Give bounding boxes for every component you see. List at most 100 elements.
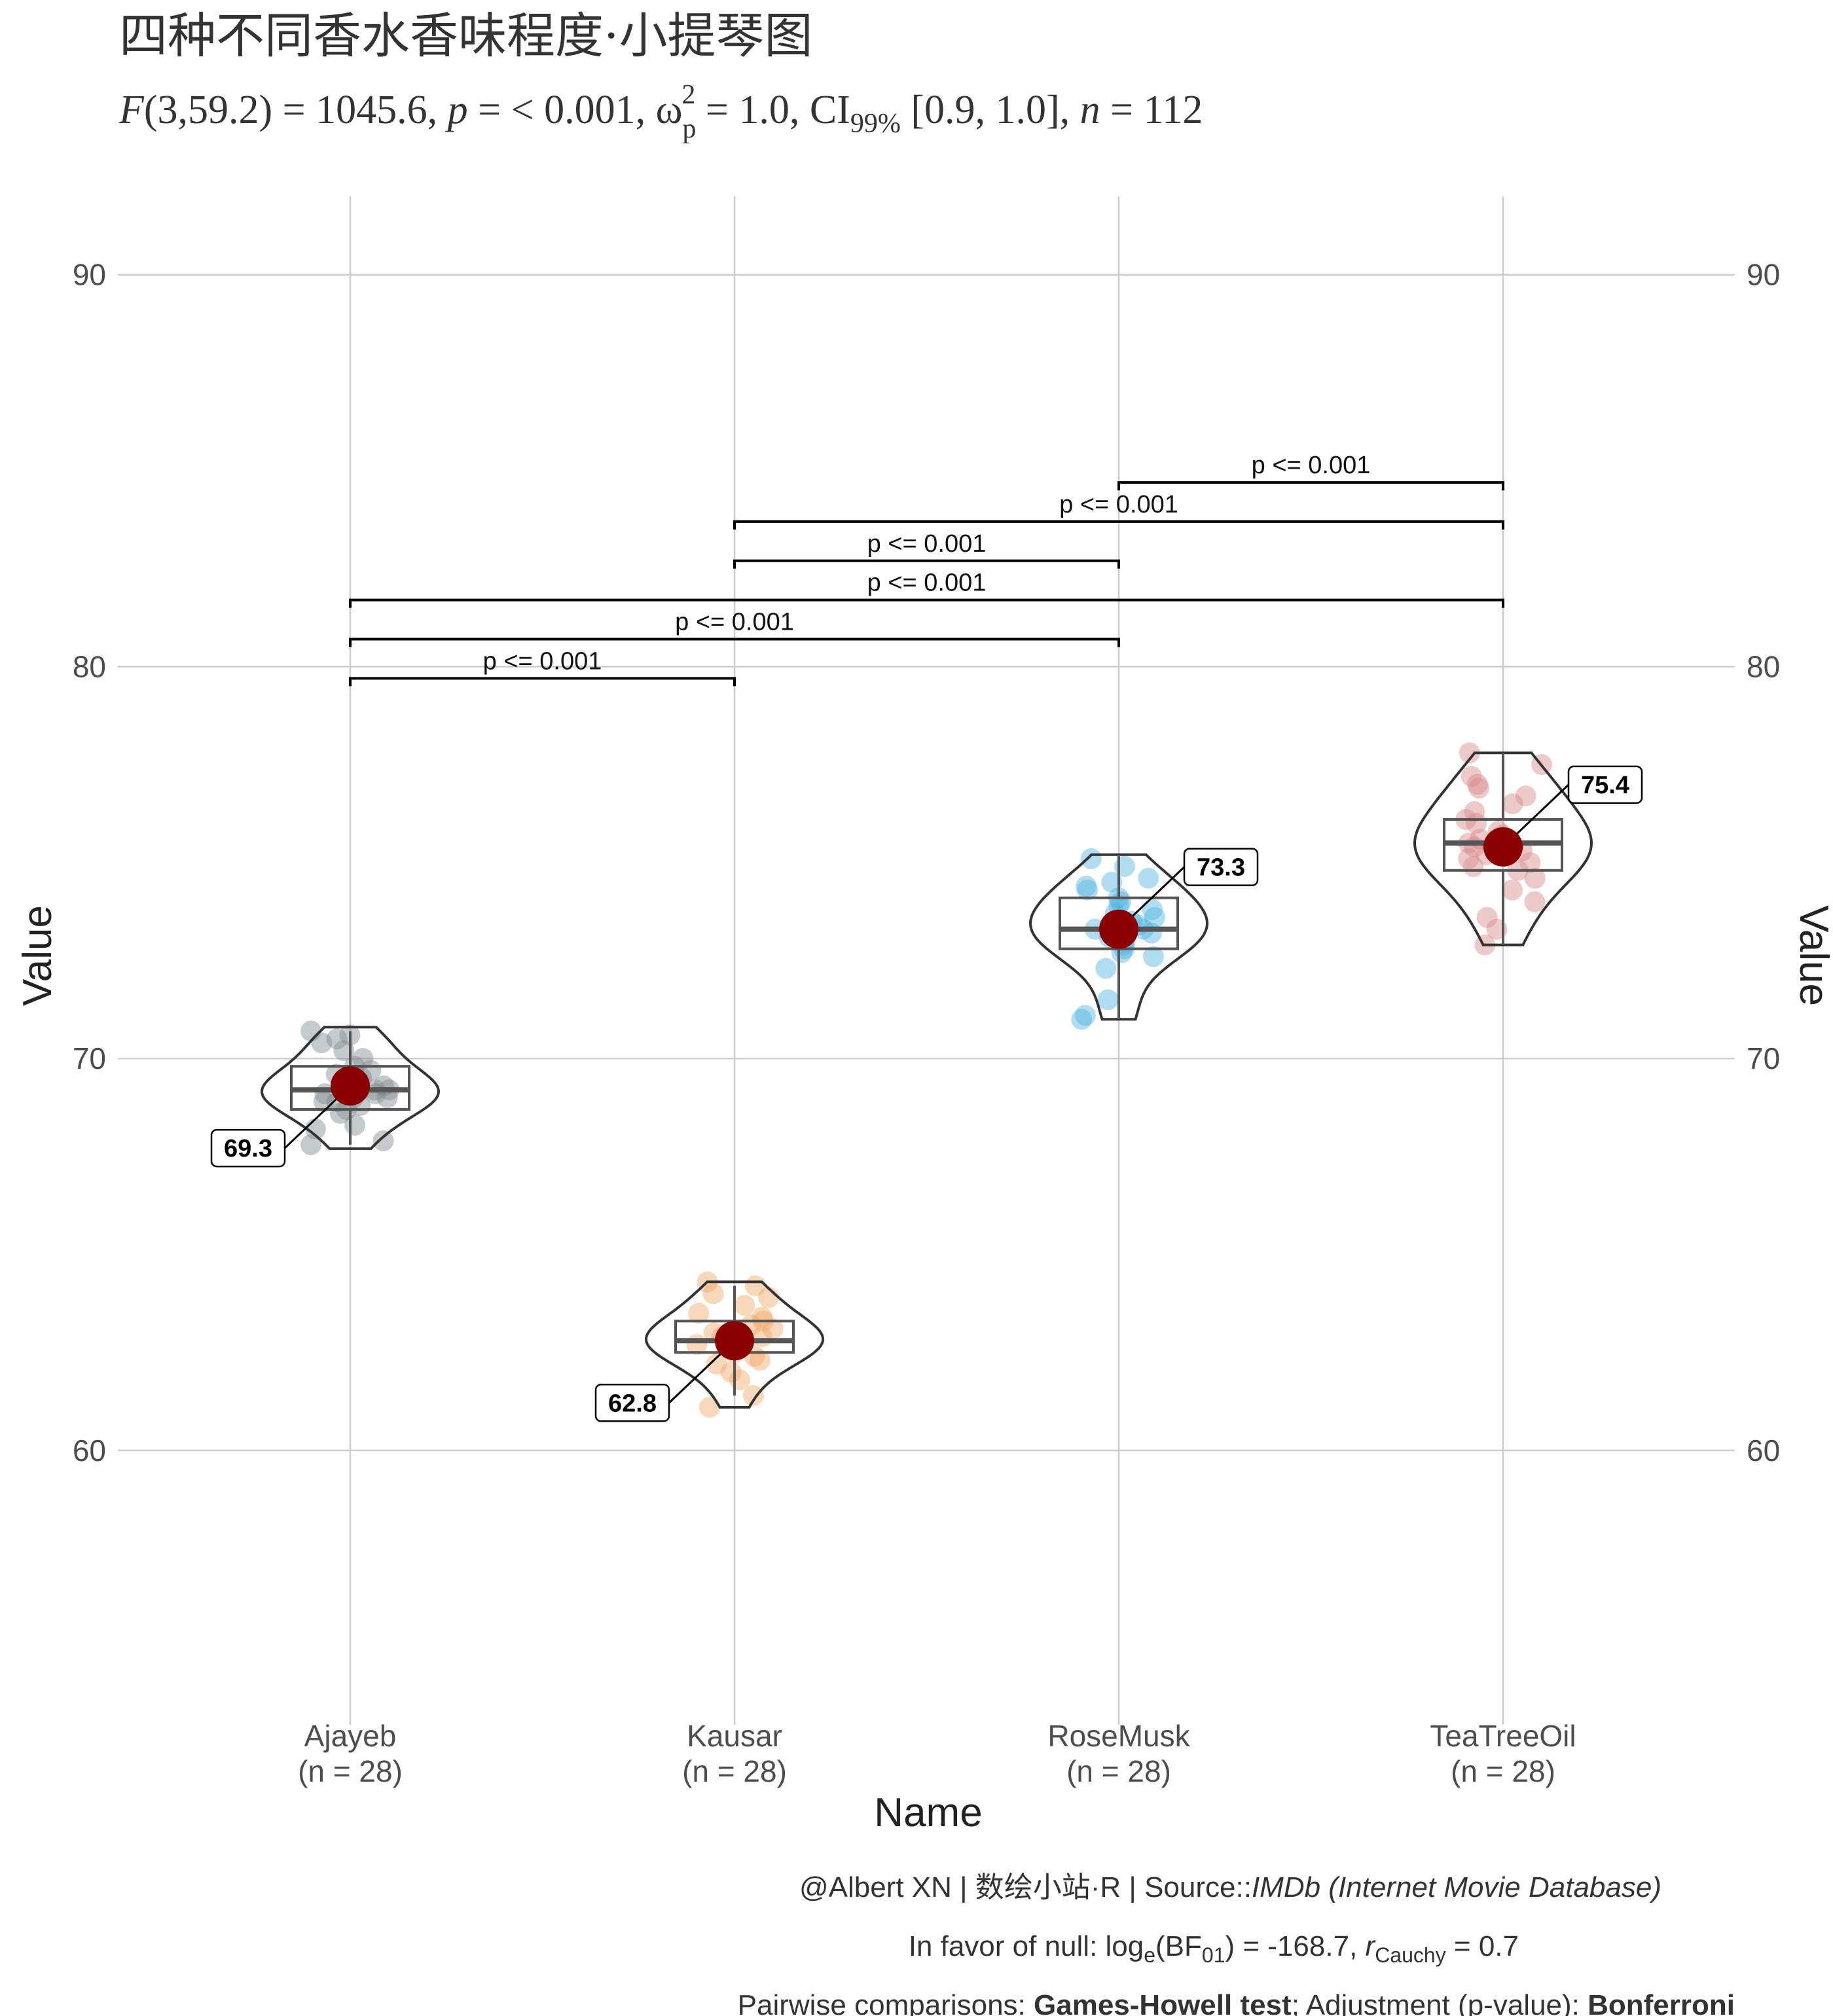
x-tick-n-rosemusk: (n = 28) <box>1066 1754 1171 1788</box>
mean-label-kausar: 62.8 <box>608 1390 657 1417</box>
point-ajayeb-24 <box>311 1032 333 1054</box>
y-tick-right-80: 80 <box>1747 649 1780 683</box>
point-ajayeb-25 <box>326 1028 348 1050</box>
y-axis-title-left: Value <box>15 905 60 1006</box>
mean-point-ajayeb <box>331 1066 370 1106</box>
point-ajayeb-4 <box>329 1103 351 1124</box>
point-teatreeoil-3 <box>1524 891 1546 912</box>
point-teatreeoil-4 <box>1502 879 1523 901</box>
bracket-label-kausar-teatreeoil: p <= 0.001 <box>1059 491 1178 518</box>
mean-point-teatreeoil <box>1483 827 1523 867</box>
x-tick-ajayeb: Ajayeb <box>304 1719 397 1753</box>
caption-bayes-sub-e: e <box>1144 1943 1155 1967</box>
bracket-ajayeb-rosemusk <box>349 638 1120 647</box>
caption-bayes-log: In favor of null: log <box>909 1930 1144 1962</box>
subtitle-n: n <box>1080 88 1100 132</box>
violin-ajayeb <box>260 1026 441 1150</box>
caption-bayes-sub-01: 01 <box>1202 1943 1225 1967</box>
subtitle-ci-value: [0.9, 1.0], <box>901 88 1080 132</box>
x-tick-kausar: Kausar <box>687 1719 782 1753</box>
mean-label-teatreeoil: 75.4 <box>1581 772 1629 799</box>
point-teatreeoil-9 <box>1458 848 1479 869</box>
y-axis-left: 60 70 80 90 <box>73 258 106 1467</box>
point-teatreeoil-7 <box>1462 855 1484 877</box>
x-tick-n-kausar: (n = 28) <box>682 1754 787 1788</box>
bracket-ajayeb-kausar <box>349 677 736 687</box>
caption-pairwise-adjust: ; Adjustment (p-value): <box>1292 1989 1588 2016</box>
point-rosemusk-25 <box>1138 867 1159 889</box>
point-teatreeoil-20 <box>1464 801 1485 822</box>
bracket-ajayeb-teatreeoil <box>349 598 1504 608</box>
mean-label-ajayeb: 69.3 <box>224 1135 272 1162</box>
point-teatreeoil-22 <box>1515 785 1536 807</box>
point-kausar-26 <box>744 1275 766 1297</box>
caption-pairwise-test: Games-Howell test <box>1034 1989 1292 2016</box>
point-rosemusk-3 <box>1095 958 1117 979</box>
point-rosemusk-1 <box>1074 1005 1096 1026</box>
caption-source: @Albert XN | 数绘小站·R | Source::IMDb (Inte… <box>799 1871 1661 1903</box>
chart-subtitle: F(3,59.2) = 1045.6, p = < 0.001, ωp 2 = 1… <box>118 80 1203 144</box>
mean-label-rosemusk: 73.3 <box>1197 854 1245 882</box>
bracket-kausar-teatreeoil <box>733 520 1504 530</box>
caption-bayes-r-value: = 0.7 <box>1446 1930 1519 1962</box>
subtitle-n-value: = 112 <box>1100 88 1203 132</box>
point-teatreeoil-23 <box>1468 778 1490 799</box>
caption-bayes-r: r <box>1366 1930 1377 1962</box>
point-kausar-22 <box>688 1303 710 1324</box>
mean-point-kausar <box>715 1321 754 1361</box>
mean-point-rosemusk <box>1099 909 1138 949</box>
point-rosemusk-27 <box>1080 848 1102 869</box>
point-kausar-23 <box>734 1295 755 1316</box>
bracket-kausar-rosemusk <box>733 559 1120 569</box>
mean-label-box-rosemusk <box>1183 848 1259 886</box>
grid <box>118 196 1735 1725</box>
point-kausar-21 <box>752 1306 773 1328</box>
point-rosemusk-2 <box>1097 989 1119 1011</box>
caption-pairwise-label: Pairwise comparisons: <box>738 1989 1034 2016</box>
subtitle-df: (3,59.2) = 1045.6, <box>144 88 448 132</box>
point-rosemusk-16 <box>1144 907 1165 928</box>
x-axis: Ajayeb(n = 28)Kausar(n = 28)RoseMusk(n =… <box>298 1719 1576 1788</box>
significance-brackets: p <= 0.001 p <= 0.001 p <= 0.001 p <= 0.001… <box>349 452 1504 687</box>
x-tick-rosemusk: RoseMusk <box>1047 1719 1190 1753</box>
point-ajayeb-1 <box>372 1130 394 1151</box>
point-rosemusk-24 <box>1101 871 1123 893</box>
violin-kausar <box>645 1280 824 1409</box>
point-rosemusk-0 <box>1071 1009 1093 1030</box>
subtitle-omega-sub: p <box>682 114 696 144</box>
caption-bayes-sub-cauchy: Cauchy <box>1375 1943 1446 1967</box>
y-tick-left-70: 70 <box>73 1041 106 1075</box>
point-rosemusk-26 <box>1114 855 1136 877</box>
caption-pairwise-method: Bonferroni <box>1588 1989 1735 2016</box>
point-teatreeoil-2 <box>1476 907 1498 928</box>
points-layer <box>300 742 1553 1418</box>
violins-layer <box>260 751 1593 1409</box>
y-tick-right-90: 90 <box>1747 258 1780 292</box>
point-rosemusk-18 <box>1142 899 1163 920</box>
subtitle-p: p <box>445 88 468 132</box>
violin-rosemusk <box>1028 853 1209 1021</box>
point-kausar-18 <box>762 1318 784 1340</box>
point-kausar-3 <box>720 1361 742 1383</box>
y-tick-left-80: 80 <box>73 649 106 683</box>
bracket-label-kausar-rosemusk: p <= 0.001 <box>867 530 987 558</box>
point-kausar-0 <box>699 1397 720 1418</box>
y-axis-title-right: Value <box>1791 905 1833 1006</box>
subtitle-f: F <box>118 88 145 132</box>
point-rosemusk-22 <box>1077 879 1098 901</box>
bracket-label-ajayeb-teatreeoil: p <= 0.001 <box>867 569 987 597</box>
subtitle-p-value: = < 0.001, ω <box>468 88 683 132</box>
bracket-label-ajayeb-rosemusk: p <= 0.001 <box>675 609 794 636</box>
caption-bayes-bf: (BF <box>1155 1930 1202 1962</box>
point-rosemusk-23 <box>1076 875 1097 897</box>
mean-label-box-teatreeoil <box>1567 765 1643 804</box>
point-teatreeoil-8 <box>1519 852 1541 873</box>
violin-teatreeoil <box>1413 751 1593 946</box>
chart-title: 四种不同香水香味程度·小提琴图 <box>119 8 813 64</box>
x-tick-teatreeoil: TeaTreeOil <box>1430 1719 1576 1753</box>
point-teatreeoil-18 <box>1466 812 1487 834</box>
mean-label-box-kausar <box>594 1384 670 1422</box>
subtitle-ci-sub: 99% <box>850 109 901 139</box>
boxplots-layer <box>290 753 1563 1396</box>
